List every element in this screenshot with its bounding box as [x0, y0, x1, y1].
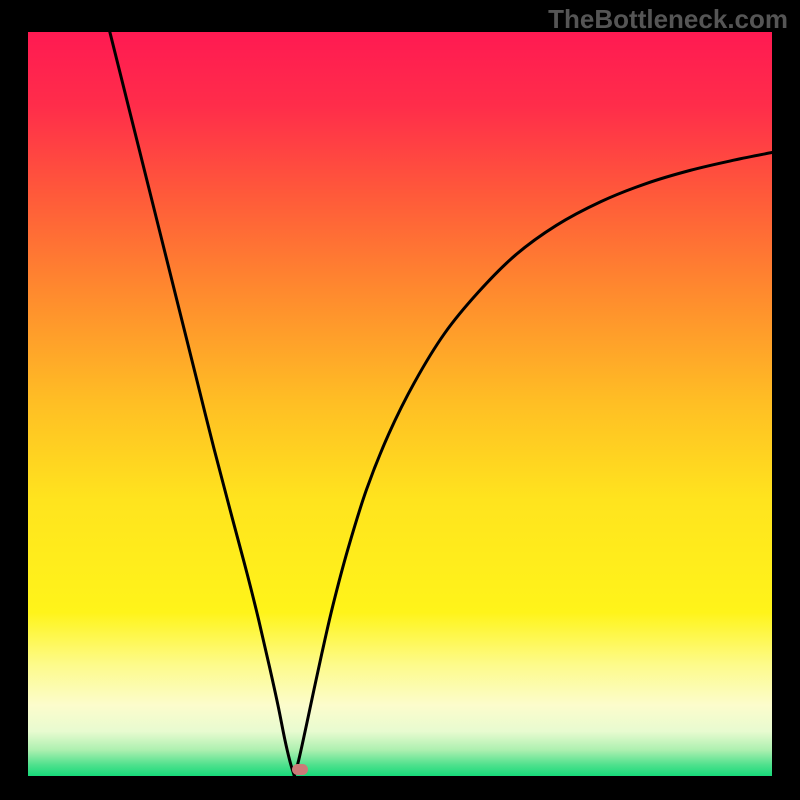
bottleneck-curve — [28, 32, 772, 776]
min-marker — [292, 764, 308, 774]
plot-area — [28, 32, 772, 776]
watermark-text: TheBottleneck.com — [548, 4, 788, 35]
